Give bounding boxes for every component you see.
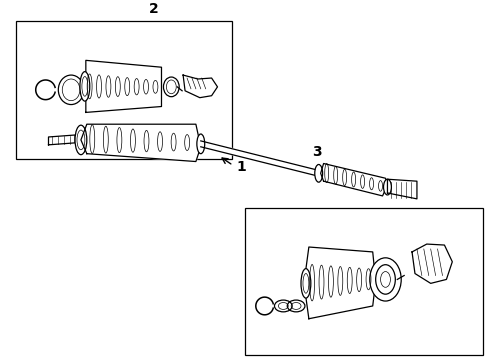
Polygon shape (183, 75, 218, 98)
Polygon shape (320, 163, 388, 196)
Text: 3: 3 (312, 145, 321, 159)
Polygon shape (304, 247, 376, 319)
Text: 2: 2 (149, 2, 158, 16)
Text: 1: 1 (236, 161, 246, 175)
Ellipse shape (370, 258, 401, 301)
Ellipse shape (75, 125, 87, 155)
Polygon shape (201, 141, 319, 176)
Bar (16, 21, 232, 159)
Polygon shape (412, 244, 452, 283)
Ellipse shape (315, 165, 322, 182)
Polygon shape (49, 135, 75, 145)
Ellipse shape (80, 72, 90, 101)
Polygon shape (86, 60, 162, 112)
Bar (245, 208, 483, 355)
Ellipse shape (197, 134, 205, 154)
Polygon shape (81, 124, 201, 162)
Ellipse shape (384, 179, 392, 195)
Polygon shape (388, 179, 417, 199)
Ellipse shape (301, 269, 311, 298)
